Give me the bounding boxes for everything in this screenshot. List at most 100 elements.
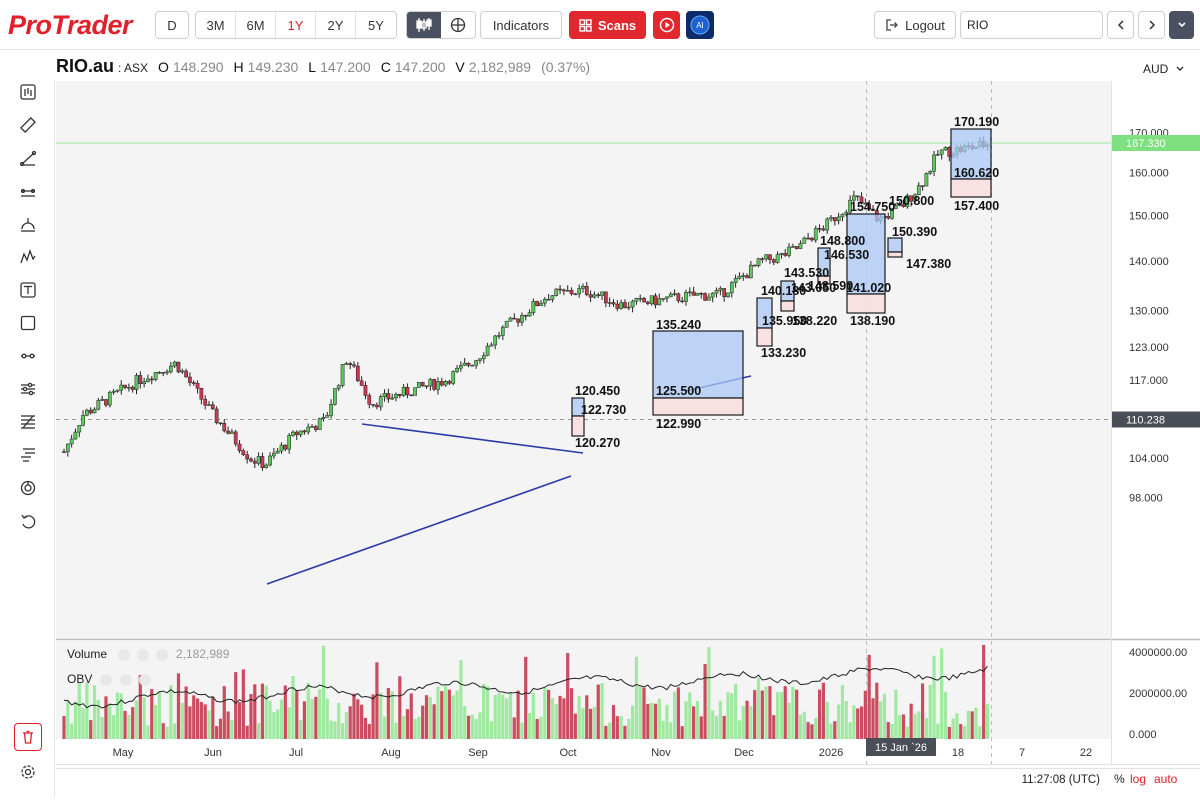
volume-bar [291,676,295,739]
volume-bar [623,725,627,739]
tool-fibonacci[interactable] [16,410,40,434]
ai-button[interactable]: AI [686,11,714,39]
range-3m-button[interactable]: 3M [196,12,236,38]
svg-text:AI: AI [696,21,704,30]
candle-body [428,379,433,387]
candle-body [745,275,749,279]
currency-selector[interactable]: AUD [1143,62,1185,76]
volume-bar [592,706,597,739]
range-5y-button[interactable]: 5Y [368,17,384,33]
scans-label: Scans [597,17,637,33]
candle-body [226,430,230,434]
play-button[interactable] [653,11,680,39]
candle-body [485,345,490,356]
candle-body [230,431,234,434]
volume-bar [707,647,711,739]
chevron-left-icon [1117,20,1124,30]
candle-body [905,195,910,207]
candle-body [394,393,398,399]
candle-body [363,385,368,396]
volume-bar [516,690,520,739]
candle-body [413,387,417,396]
currency-label: AUD [1143,62,1169,76]
volume-bar [138,675,142,739]
volume-bar [314,696,318,739]
candle-body [439,381,444,386]
grid-layout-button[interactable] [441,12,475,38]
logout-button[interactable]: Logout [874,11,956,39]
candle-body [459,364,463,369]
volume-bar [756,677,761,739]
candle-body [111,391,116,393]
indicators-button[interactable]: Indicators [480,11,562,39]
tool-chart[interactable] [16,80,40,104]
tool-gann[interactable] [16,443,40,467]
range-2y-button[interactable]: 2Y [316,12,356,38]
settings-button[interactable] [16,760,40,784]
chart-icon [20,84,36,100]
tool-horizontal-line[interactable] [16,179,40,203]
period-button[interactable]: D [155,11,189,39]
next-symbol-button[interactable] [1138,11,1165,39]
log-scale-toggle: log [1130,772,1146,786]
candle-body [867,203,872,210]
volume-bar [413,718,417,739]
tool-ruler[interactable] [16,113,40,137]
symbol-search-input[interactable] [960,11,1103,39]
candle-body [218,422,223,424]
volume-bar [85,682,89,739]
volume-axis-tick: 4000000.00 [1129,647,1187,659]
candle-body [550,295,555,300]
volume-bar [539,716,543,739]
prev-symbol-button[interactable] [1107,11,1134,39]
volume-legend-value: 2,182,989 [176,647,230,661]
menu-dropdown-button[interactable] [1169,11,1194,39]
candle-body [195,382,200,389]
candle-body [107,392,112,406]
range-1y-button[interactable]: 1Y [276,12,316,38]
volume-bar [764,686,768,739]
tool-range[interactable] [16,344,40,368]
tool-trendline[interactable] [16,146,40,170]
tool-rectangle[interactable] [16,311,40,335]
scans-button[interactable]: Scans [569,11,646,39]
candle-body [447,381,452,384]
quote-header: RIO.au : ASX O 148.290 H 149.230 L 147.2… [56,56,590,80]
volume-bar [982,644,986,739]
settings-icon [21,765,35,779]
high-value: 149.230 [247,59,299,75]
candle-body [813,228,818,241]
range-6m-button[interactable]: 6M [236,12,276,38]
candle-body [512,317,517,320]
candle-body [104,399,108,406]
tool-magnet[interactable] [16,476,40,500]
volume-bar [165,726,169,739]
candle-chart-button[interactable] [407,12,441,38]
candle-body [92,408,97,414]
candle-body [272,452,276,457]
candle-body [577,288,582,295]
candle-body [871,208,875,211]
tool-text[interactable] [16,278,40,302]
volume-bar [596,684,600,739]
candle-body [901,204,906,207]
fib-icon [21,415,35,429]
delete-drawings-button[interactable] [14,723,42,751]
candle-body [569,290,574,295]
volume-bar [199,702,203,739]
crosshair-date-tag [866,738,936,756]
candle-body [611,302,616,305]
chart-area[interactable]: 170.190 160.620 157.400 154.750 150.800 150.3… [56,81,1200,799]
eye-icon [100,674,112,686]
candle-body [149,378,154,381]
tool-pattern[interactable] [16,245,40,269]
candle-body [172,361,177,367]
candle-body [630,300,635,308]
tool-arc[interactable] [16,212,40,236]
volume-bar [134,700,139,739]
candle-body [443,381,448,386]
candle-body [928,170,933,174]
tool-sliders[interactable] [16,377,40,401]
tool-undo[interactable] [16,509,40,533]
